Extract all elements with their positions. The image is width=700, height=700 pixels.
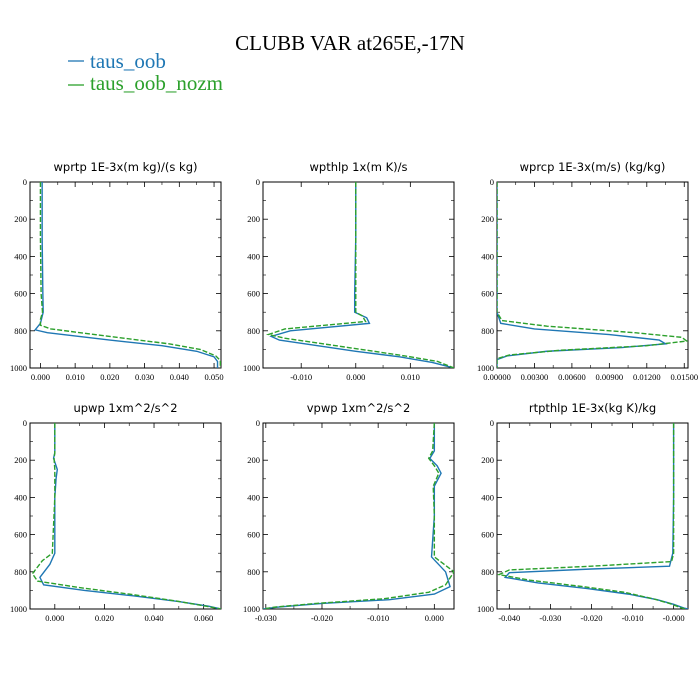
y-tick-label: 400 [481, 251, 494, 261]
panel-title: rtpthlp 1E-3x(kg K)/kg [529, 401, 656, 415]
figure-title: CLUBB VAR at265E,-17N [235, 31, 465, 55]
series-line-taus-oob-nozm [497, 182, 688, 368]
y-tick-label: 600 [247, 530, 260, 540]
x-tick-label: 0.00900 [596, 372, 624, 382]
x-tick-label: -0.030 [255, 613, 277, 623]
y-tick-label: 800 [14, 326, 27, 336]
y-tick-label: 0 [256, 177, 260, 187]
x-tick-label: 0.030 [135, 372, 154, 382]
panel-5: vpwp 1xm^2/s^2 0 200 400 600 800 1000-0.030 -0.… [243, 401, 455, 623]
x-tick-label: 0.040 [170, 372, 189, 382]
y-tick-label: 200 [247, 455, 260, 465]
x-tick-label: -0.010 [290, 372, 312, 382]
x-tick-label: -0.040 [498, 613, 520, 623]
y-tick-label: 0 [23, 418, 27, 428]
y-tick-label: 400 [14, 251, 27, 261]
x-tick-label: 0.020 [100, 372, 119, 382]
panel-1: wprtp 1E-3x(m kg)/(s kg) 0 200 400 600 800 100… [10, 160, 224, 382]
panel-title: upwp 1xm^2/s^2 [73, 401, 177, 415]
panel-title: wprtp 1E-3x(m kg)/(s kg) [54, 160, 198, 174]
y-tick-label: 800 [14, 567, 27, 577]
y-tick-label: 800 [481, 326, 494, 336]
legend-label-taus-oob-nozm: taus_oob_nozm [90, 71, 223, 95]
y-tick-label: 200 [247, 214, 260, 224]
y-tick-label: 1000 [10, 604, 27, 614]
x-tick-label: 0.01500 [670, 372, 698, 382]
x-tick-label: 0.020 [95, 613, 114, 623]
panel-title: wpthlp 1x(m K)/s [309, 160, 407, 174]
legend: taus_oob taus_oob_nozm [68, 49, 223, 95]
panels: wprtp 1E-3x(m kg)/(s kg) 0 200 400 600 800 100… [10, 160, 698, 623]
panel-6: rtpthlp 1E-3x(kg K)/kg02004006008001000-… [477, 401, 689, 623]
x-tick-label: 0.00000 [483, 372, 511, 382]
y-tick-label: 800 [481, 567, 494, 577]
y-tick-label: 600 [247, 289, 260, 299]
series-line-taus-oob [33, 182, 219, 368]
y-tick-label: 600 [14, 530, 27, 540]
x-tick-label: 0.00300 [521, 372, 549, 382]
plot-frame [29, 422, 222, 610]
y-tick-label: 400 [247, 492, 260, 502]
y-tick-label: 0 [490, 177, 494, 187]
x-tick-label: 0.000 [45, 613, 64, 623]
y-tick-label: 400 [481, 492, 494, 502]
series-line-taus-oob [39, 423, 221, 609]
y-tick-label: 800 [247, 567, 260, 577]
plot-frame [262, 181, 455, 369]
x-tick-label: 0.010 [401, 372, 420, 382]
x-tick-label: 0.00600 [558, 372, 586, 382]
y-tick-label: 0 [490, 418, 494, 428]
x-tick-label: 0.010 [66, 372, 85, 382]
panel-3: wprcp 1E-3x(m/s) (kg/kg) 0 200 400 600 800 100… [477, 160, 698, 382]
y-tick-label: 1000 [243, 363, 260, 373]
panel-title: wprcp 1E-3x(m/s) (kg/kg) [520, 160, 666, 174]
x-tick-label: 0.01200 [633, 372, 661, 382]
plot-frame [262, 422, 455, 610]
y-tick-label: 400 [14, 492, 27, 502]
series-line-taus-oob [263, 423, 451, 609]
y-tick-label: 800 [247, 326, 260, 336]
y-tick-label: 600 [481, 289, 494, 299]
x-tick-label: 0.000 [31, 372, 50, 382]
x-tick-label: 0.000 [346, 372, 365, 382]
plot-frame [29, 181, 222, 369]
y-tick-label: 200 [14, 214, 27, 224]
x-tick-label: -0.010 [367, 613, 389, 623]
x-tick-label: -0.010 [622, 613, 644, 623]
x-tick-label: -0.020 [580, 613, 602, 623]
x-tick-label: 0.000 [425, 613, 444, 623]
x-tick-label: -0.030 [539, 613, 561, 623]
x-tick-label: -0.020 [311, 613, 333, 623]
y-tick-label: 0 [23, 177, 27, 187]
y-tick-label: 600 [481, 530, 494, 540]
series-line-taus-oob-nozm [31, 423, 221, 609]
panel-title: vpwp 1xm^2/s^2 [307, 401, 411, 415]
y-tick-label: 600 [14, 289, 27, 299]
panel-4: upwp 1xm^2/s^2 0 200 400 600 800 1000 0.000 0.02… [10, 401, 222, 623]
series-line-taus-oob-nozm [265, 182, 454, 368]
y-tick-label: 1000 [477, 604, 494, 614]
series-line-taus-oob [497, 182, 668, 368]
y-tick-label: 200 [14, 455, 27, 465]
y-tick-label: 1000 [10, 363, 27, 373]
y-tick-label: 0 [256, 418, 260, 428]
series-line-taus-oob-nozm [263, 423, 454, 609]
x-tick-label: -0.000 [663, 613, 685, 623]
series-line-taus-oob [269, 182, 454, 368]
y-tick-label: 200 [481, 455, 494, 465]
series-line-taus-oob-nozm [39, 182, 221, 368]
panel-2: wpthlp 1x(m K)/s 0 200 400 600 800 1000 -0.010 0… [243, 160, 455, 382]
y-tick-label: 1000 [243, 604, 260, 614]
x-tick-label: 0.050 [204, 372, 223, 382]
x-tick-label: 0.060 [194, 613, 213, 623]
y-tick-label: 1000 [477, 363, 494, 373]
y-tick-label: 200 [481, 214, 494, 224]
y-tick-label: 400 [247, 251, 260, 261]
x-tick-label: 0.040 [144, 613, 163, 623]
legend-label-taus-oob: taus_oob [90, 49, 166, 73]
